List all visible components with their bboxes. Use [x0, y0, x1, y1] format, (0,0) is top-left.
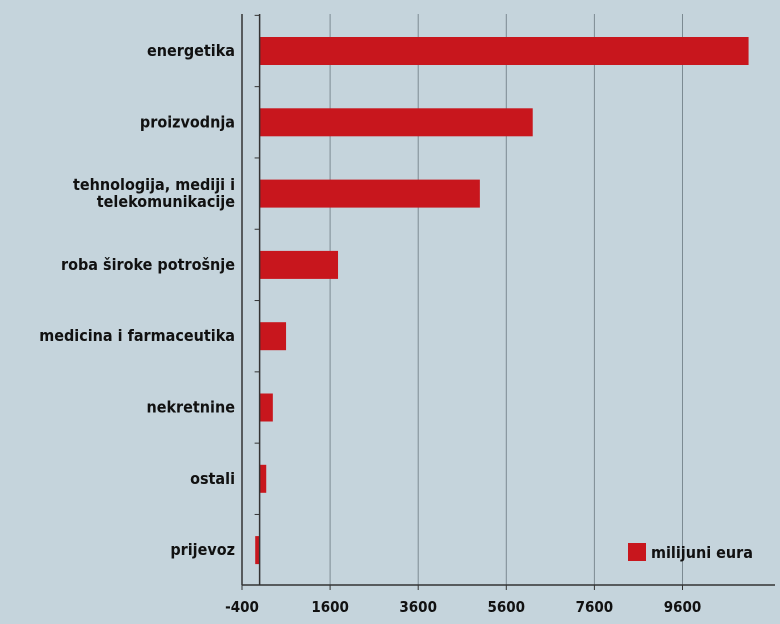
category-label-line: proizvodnja — [140, 112, 235, 131]
bar-1 — [259, 108, 533, 137]
category-labels: energetika proizvodnja tehnologija, mediji… — [39, 41, 235, 559]
bar-0 — [259, 37, 749, 65]
legend-label: milijuni eura — [651, 543, 753, 562]
category-label: medicina i farmaceutika — [39, 326, 235, 345]
x-tick-label: 5600 — [488, 598, 526, 616]
bar-6 — [259, 464, 267, 493]
x-tick-label: 9600 — [664, 598, 702, 616]
category-label: tehnologija, mediji i telekomunikacije — [73, 175, 235, 211]
x-tick-label: 3600 — [399, 598, 437, 616]
bar-2 — [259, 179, 480, 208]
category-label: ostali — [190, 469, 235, 488]
bar-5 — [259, 393, 273, 422]
bar-4 — [259, 322, 287, 351]
category-label-line: nekretnine — [146, 398, 235, 417]
category-label: proizvodnja — [140, 112, 235, 131]
category-label-line: tehnologija, mediji i — [73, 175, 235, 194]
category-label-line: energetika — [147, 41, 235, 60]
grid-lines — [329, 14, 683, 585]
category-label-line: ostali — [190, 469, 235, 488]
bar-3 — [259, 250, 339, 279]
legend: milijuni eura — [628, 543, 753, 562]
category-label: roba široke potrošnje — [61, 255, 235, 274]
x-tick-label: 1600 — [311, 598, 349, 616]
category-label-line: medicina i farmaceutika — [39, 326, 235, 345]
category-label: prijevoz — [170, 540, 235, 559]
category-label-line: prijevoz — [170, 540, 235, 559]
category-label-line: telekomunikacije — [97, 192, 235, 211]
category-label-line: roba široke potrošnje — [61, 255, 235, 274]
legend-swatch — [628, 543, 646, 561]
bars — [255, 37, 749, 565]
category-label: nekretnine — [146, 398, 235, 417]
bar-7 — [255, 536, 260, 565]
category-label: energetika — [147, 41, 235, 60]
tick-labels: -400 1600 3600 5600 7600 9600 — [225, 598, 701, 616]
axes — [241, 14, 775, 590]
x-tick-label: -400 — [225, 598, 259, 616]
x-tick-label: 7600 — [576, 598, 614, 616]
